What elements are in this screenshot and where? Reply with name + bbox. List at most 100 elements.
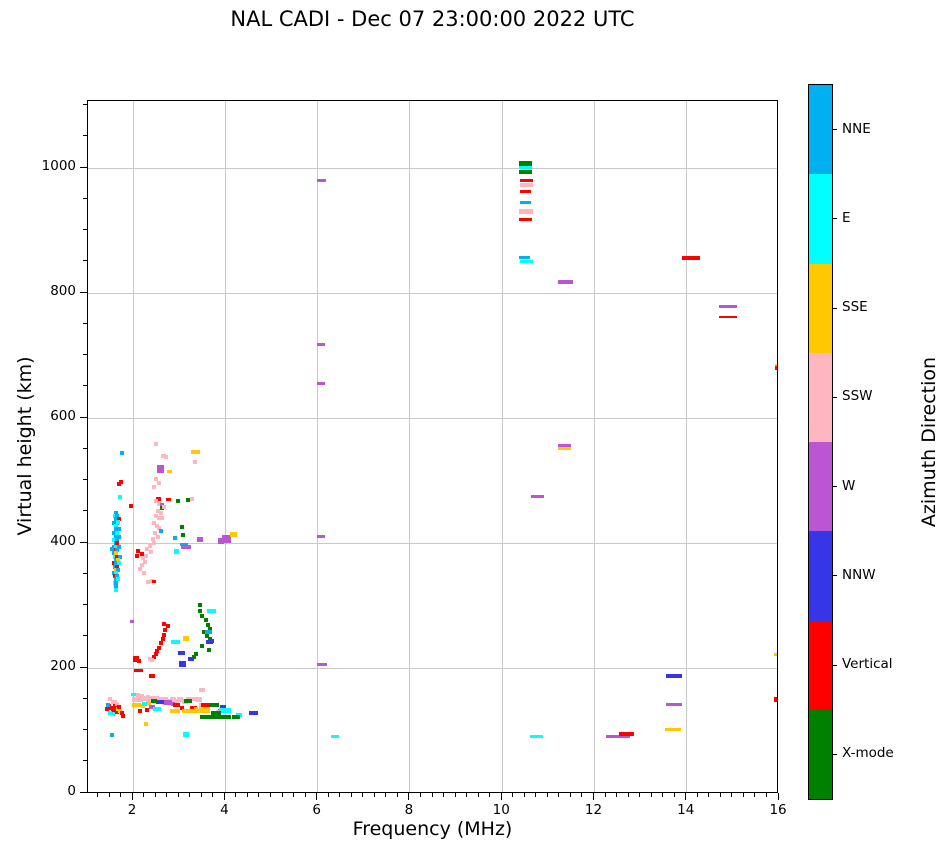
data-point xyxy=(155,497,161,502)
data-point xyxy=(774,366,777,370)
y-tick-label: 200 xyxy=(50,658,76,674)
data-point xyxy=(120,451,125,455)
data-point xyxy=(519,179,533,182)
data-point xyxy=(206,647,211,652)
data-point xyxy=(144,553,149,558)
data-point xyxy=(150,537,155,542)
data-point xyxy=(115,531,120,535)
data-point xyxy=(112,564,117,569)
colorbar-segment-w xyxy=(809,442,832,532)
data-point xyxy=(165,623,170,628)
colorbar-segment-e xyxy=(809,174,832,264)
data-point xyxy=(192,459,197,464)
colorbar-tick xyxy=(833,753,837,755)
data-point xyxy=(118,554,123,559)
y-major-tick xyxy=(80,166,87,168)
y-minor-tick xyxy=(83,635,87,637)
x-major-tick xyxy=(316,793,318,800)
x-major-tick xyxy=(131,793,133,800)
x-minor-tick xyxy=(558,793,560,797)
colorbar-segment-sse xyxy=(809,263,832,353)
data-point xyxy=(140,693,145,698)
data-point xyxy=(774,364,777,367)
data-point xyxy=(143,559,148,564)
data-point xyxy=(200,643,205,648)
data-point xyxy=(180,524,184,529)
data-point xyxy=(665,673,682,678)
data-point xyxy=(153,531,158,535)
data-point xyxy=(152,580,157,584)
data-point xyxy=(113,517,118,522)
data-point xyxy=(111,521,116,525)
data-point xyxy=(719,315,738,318)
data-point xyxy=(116,557,121,562)
data-point xyxy=(619,731,635,736)
data-point xyxy=(111,531,116,535)
data-point xyxy=(118,494,123,499)
data-point xyxy=(207,637,212,642)
data-point xyxy=(130,692,138,696)
x-minor-tick xyxy=(373,793,375,797)
chart-title: NAL CADI - Dec 07 23:00:00 2022 UTC xyxy=(230,7,635,31)
x-tick-label: 8 xyxy=(404,802,414,818)
data-point xyxy=(158,641,163,645)
x-tick-label: 14 xyxy=(677,802,695,818)
x-minor-tick xyxy=(742,793,744,797)
data-point xyxy=(220,704,227,708)
x-major-tick xyxy=(500,793,502,800)
data-point xyxy=(113,527,118,532)
x-major-tick xyxy=(223,793,225,800)
data-point xyxy=(151,654,156,659)
x-minor-tick xyxy=(120,793,122,797)
data-point xyxy=(155,523,160,528)
x-minor-tick xyxy=(696,793,698,797)
data-point xyxy=(114,561,119,565)
data-point xyxy=(134,554,139,559)
x-gridline xyxy=(593,101,595,792)
x-minor-tick xyxy=(604,793,606,797)
x-minor-tick xyxy=(443,793,445,797)
data-point xyxy=(156,646,161,650)
y-gridline xyxy=(88,292,777,294)
colorbar-tick xyxy=(833,129,837,131)
data-point xyxy=(204,634,209,639)
y-minor-tick xyxy=(83,572,87,574)
x-minor-tick xyxy=(235,793,237,797)
data-point xyxy=(117,544,122,549)
data-point xyxy=(186,497,191,502)
data-point xyxy=(115,564,120,569)
data-point xyxy=(199,714,216,719)
data-point xyxy=(117,482,122,487)
data-point xyxy=(158,700,165,705)
colorbar-tick xyxy=(833,307,837,309)
data-point xyxy=(175,499,180,504)
x-minor-tick xyxy=(258,793,260,797)
colorbar-tick-label: E xyxy=(842,209,851,226)
data-point xyxy=(180,532,185,537)
data-point xyxy=(115,537,120,542)
colorbar-segment-ssw xyxy=(809,352,832,442)
data-point xyxy=(192,696,196,701)
x-major-tick xyxy=(685,793,687,800)
y-minor-tick xyxy=(83,729,87,730)
data-point xyxy=(149,705,156,710)
y-major-tick xyxy=(80,666,87,668)
data-point xyxy=(203,617,208,622)
y-gridline xyxy=(88,667,777,669)
x-gridline xyxy=(224,101,226,792)
data-point xyxy=(331,735,340,739)
data-point xyxy=(110,732,115,737)
y-minor-tick xyxy=(83,322,87,324)
x-gridline xyxy=(317,101,319,792)
data-point xyxy=(113,544,118,549)
data-point xyxy=(316,179,326,182)
colorbar-tick xyxy=(833,575,837,577)
data-point xyxy=(215,714,232,719)
data-point xyxy=(170,708,181,713)
x-minor-tick xyxy=(350,793,352,797)
y-minor-tick xyxy=(83,104,87,105)
colorbar-segment-nnw xyxy=(809,531,832,621)
data-point xyxy=(774,652,777,656)
y-minor-tick xyxy=(83,260,87,262)
data-point xyxy=(198,602,202,607)
